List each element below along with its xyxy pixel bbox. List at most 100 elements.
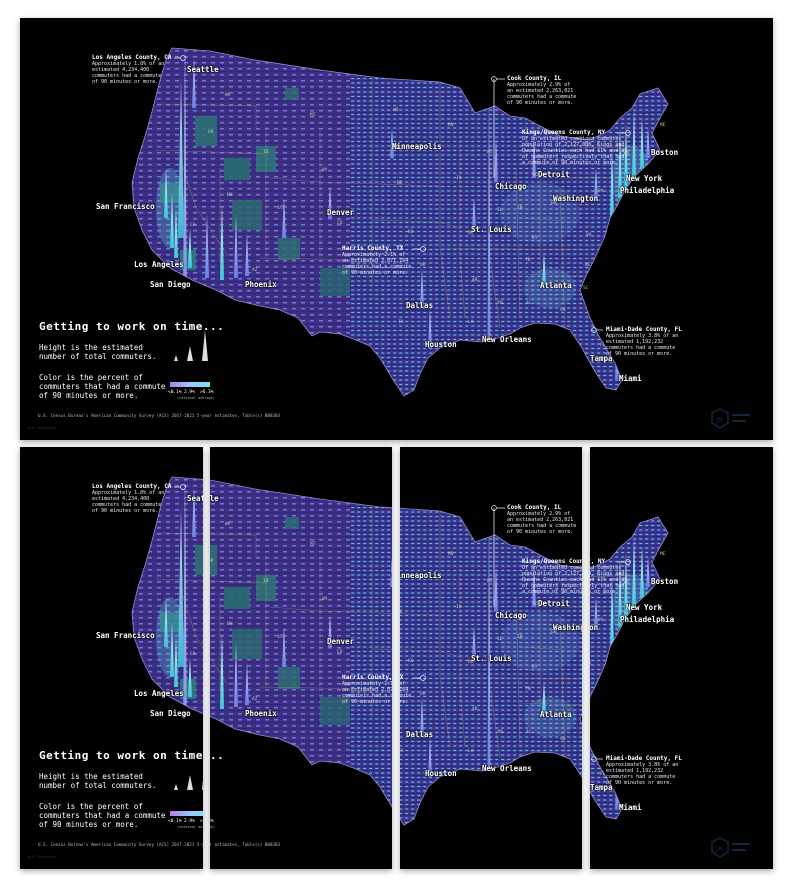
callout-title: Los Angeles County, CA [92, 54, 172, 61]
city-label-st-louis: St. Louis [471, 225, 512, 234]
state-abbrev: NY [624, 152, 630, 157]
callout-title: Cook County, IL [507, 75, 562, 82]
city-label-washington: Washington [590, 623, 599, 632]
state-abbrev: IN [517, 206, 523, 211]
scale-high: >6.3% [210, 819, 214, 824]
callout-kings-queens: Kings/Queens County, NY Of an estimated … [522, 558, 582, 595]
author-credit: Jeff Rosenthal [27, 426, 57, 430]
callout-miami-dade: Miami-Dade County, FL Approximately 3.8%… [606, 755, 682, 786]
source-note: U.S. Census Bureau's American Community … [38, 842, 203, 847]
city-label-san-diego: San Diego [150, 280, 191, 289]
height-legend-spikes [174, 330, 208, 361]
state-abbrev: IN [517, 635, 523, 640]
callout-title: Los Angeles County, CA [92, 483, 172, 490]
state-abbrev: AR [472, 278, 478, 283]
callout-title: Harris County, TX [400, 674, 404, 681]
scale-high: >6.3% [200, 819, 203, 824]
callout-cook-county: Cook County, IL Approximately 2.9% of an… [507, 504, 577, 535]
state-abbrev: IL [497, 208, 503, 213]
scale-mid: 2.9% [184, 390, 195, 395]
state-abbrev: LA [468, 749, 474, 754]
callout-title: Miami-Dade County, FL [606, 326, 682, 333]
map-title: Getting to work on time... [39, 320, 225, 333]
state-abbrev: NE [397, 181, 403, 186]
state-abbrev: PA [598, 618, 604, 623]
state-abbrev: ID [263, 579, 269, 584]
state-abbrev: IA [456, 176, 462, 181]
city-label-washington: Washington [553, 194, 599, 203]
city-label-seattle: Seattle [187, 494, 203, 503]
state-abbrev: MT [310, 542, 316, 547]
city-label-detroit: Detroit [538, 599, 570, 608]
state-abbrev: FL [600, 772, 606, 777]
split-panel-3: Los Angeles County, CA Approximately 1.8… [400, 447, 582, 869]
state-abbrev: AL [526, 730, 532, 735]
state-abbrev: GA [560, 308, 566, 313]
city-label-miami: Miami [619, 374, 642, 383]
state-abbrev: OH [551, 201, 557, 206]
state-abbrev: NY [624, 581, 630, 586]
state-abbrev: AR [472, 707, 478, 712]
callout-kings-queens: Kings/Queens County, NY Of an estimated … [522, 129, 628, 166]
state-abbrev: UT [278, 635, 284, 640]
state-abbrev: KS [408, 230, 414, 235]
state-abbrev: TX [400, 749, 404, 754]
state-abbrev: OK [420, 263, 426, 268]
color-scale-bar [170, 811, 203, 816]
city-label-tampa: Tampa [590, 783, 613, 792]
city-label-denver: Denver [327, 637, 355, 646]
state-abbrev: CA [190, 652, 196, 657]
state-abbrev: ME [660, 123, 666, 128]
state-abbrev: WI [487, 579, 493, 584]
city-label-minneapolis: Minneapolis [400, 571, 442, 580]
city-label-san-francisco: San Francisco [96, 631, 155, 640]
callout-title: Harris County, TX [342, 245, 404, 252]
state-abbrev: MN [448, 552, 454, 557]
state-abbrev: AZ [252, 697, 258, 702]
city-label-detroit: Detroit [538, 170, 570, 179]
source-note: U.S. Census Bureau's American Community … [38, 413, 281, 418]
state-abbrev: WA [225, 522, 231, 527]
city-label-denver: Denver [327, 208, 355, 217]
state-abbrev: TN [525, 258, 531, 263]
state-abbrev: WY [322, 597, 328, 602]
city-label-new-york: New York [626, 603, 663, 612]
state-abbrev: KY [532, 236, 538, 241]
state-abbrev: SD [393, 146, 399, 151]
city-label-new-orleans: New Orleans [482, 335, 532, 344]
city-label-boston: Boston [651, 148, 679, 157]
callout-title: Kings/Queens County, NY [522, 558, 582, 565]
scale-mid: 2.9% [184, 819, 195, 824]
state-abbrev: MI [533, 602, 539, 607]
scale-note: (national average) [177, 396, 215, 400]
state-abbrev: OR [208, 130, 214, 135]
city-label-minneapolis: Minneapolis [392, 142, 442, 151]
city-label-washington: Washington [553, 623, 582, 632]
svg-text:JR: JR [715, 845, 723, 853]
city-label-atlanta: Atlanta [540, 710, 572, 719]
city-label-philadelphia: Philadelphia [620, 186, 675, 195]
scale-note: (national average) [210, 825, 215, 829]
state-abbrev: CO [337, 650, 343, 655]
city-label-dallas: Dallas [406, 301, 434, 310]
split-panel-4: Los Angeles County, CA Approximately 1.8… [590, 447, 773, 869]
callout-title: Miami-Dade County, FL [606, 755, 682, 762]
city-label-los-angeles: Los Angeles [134, 260, 184, 269]
callout-kings-queens: Kings/Queens County, NY Of an estimated … [590, 558, 627, 595]
city-label-boston: Boston [651, 577, 679, 586]
state-abbrev: ID [263, 150, 269, 155]
author-credit: Jeff Rosenthal [27, 855, 57, 859]
height-legend-spikes [174, 775, 203, 790]
city-label-phoenix: Phoenix [245, 280, 277, 289]
callout-title: Harris County, TX [342, 674, 392, 681]
state-abbrev: FL [600, 343, 606, 348]
color-scale-bar [170, 382, 210, 387]
state-abbrev: MS [498, 730, 504, 735]
callout-harris-county: Harris County, TX Approximately 2.1% of … [400, 674, 411, 705]
state-abbrev: WY [322, 168, 328, 173]
state-abbrev: IA [456, 605, 462, 610]
city-label-new-orleans: New Orleans [482, 764, 532, 773]
city-label-dallas: Dallas [406, 730, 434, 739]
city-label-seattle: Seattle [210, 494, 219, 503]
state-abbrev: TN [525, 687, 531, 692]
